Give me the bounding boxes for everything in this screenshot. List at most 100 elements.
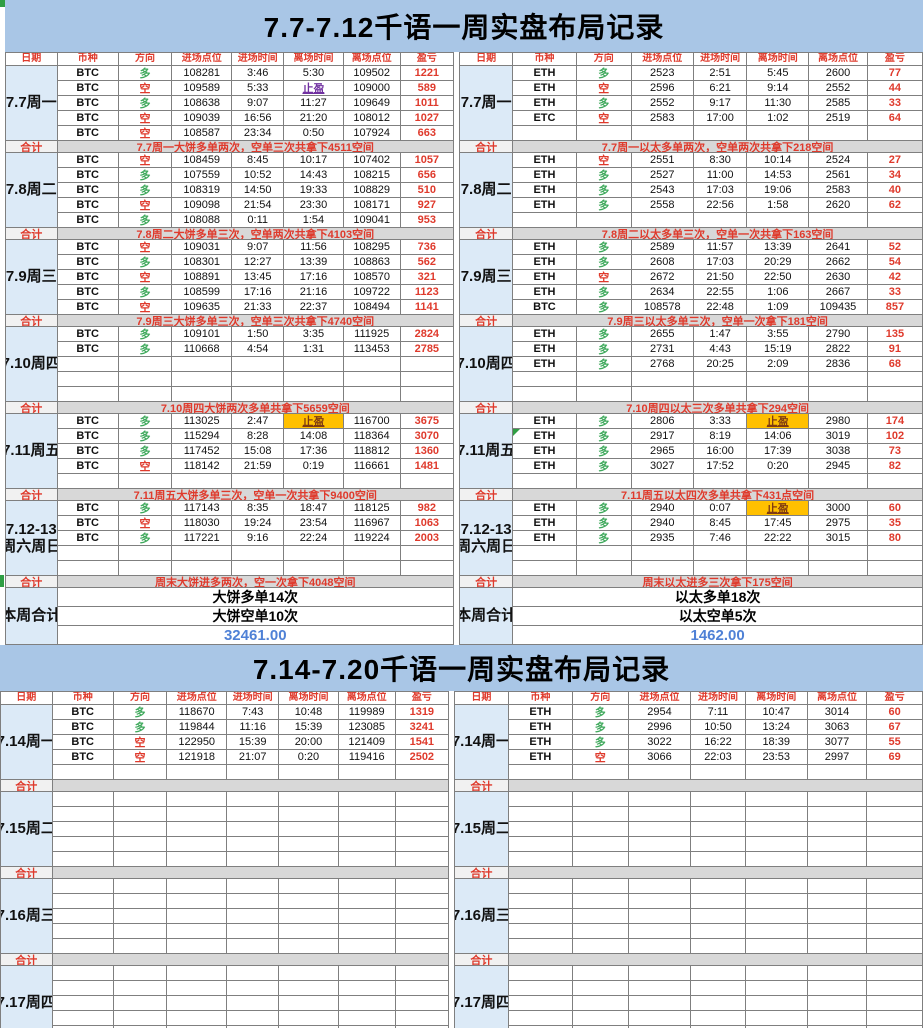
column-header[interactable]: 离场时间 bbox=[747, 53, 810, 66]
column-header[interactable]: 币种 bbox=[57, 53, 119, 66]
cell-entry-time[interactable]: 10:50 bbox=[691, 720, 746, 735]
cell-entry-time[interactable]: 20:25 bbox=[693, 357, 748, 372]
cell-coin[interactable]: BTC bbox=[57, 444, 119, 459]
cell-entry-time[interactable] bbox=[691, 1026, 746, 1028]
cell-entry-price[interactable]: 2608 bbox=[631, 255, 694, 270]
section-total-label[interactable]: 合计 bbox=[6, 576, 58, 588]
cell-entry-time[interactable] bbox=[232, 561, 285, 576]
cell-direction[interactable]: 空 bbox=[118, 126, 173, 141]
section-total-label[interactable]: 合计 bbox=[460, 576, 514, 588]
cell-direction[interactable]: 多 bbox=[576, 414, 632, 429]
column-header[interactable]: 进场点位 bbox=[631, 53, 694, 66]
cell-direction[interactable] bbox=[576, 372, 632, 387]
section-total-label[interactable]: 合计 bbox=[6, 315, 58, 327]
cell-exit-price[interactable]: 107402 bbox=[343, 153, 401, 168]
cell-exit-time[interactable]: 13:39 bbox=[284, 255, 344, 270]
cell-entry-price[interactable]: 117452 bbox=[172, 444, 233, 459]
cell-exit-price[interactable]: 3077 bbox=[807, 735, 868, 750]
cell-pnl[interactable]: 64 bbox=[867, 111, 923, 126]
cell-entry-time[interactable]: 21:59 bbox=[232, 459, 285, 474]
cell-direction[interactable]: 空 bbox=[576, 111, 632, 126]
column-header[interactable]: 方向 bbox=[572, 692, 629, 705]
cell-exit-price[interactable]: 2822 bbox=[809, 342, 868, 357]
cell-entry-price[interactable] bbox=[628, 807, 692, 822]
cell-entry-time[interactable] bbox=[693, 126, 748, 141]
cell-entry-price[interactable]: 109589 bbox=[172, 81, 233, 96]
cell-entry-time[interactable] bbox=[232, 546, 285, 561]
cell-entry-time[interactable]: 21:54 bbox=[232, 198, 285, 213]
cell-coin[interactable]: ETH bbox=[513, 357, 577, 372]
cell-coin[interactable]: BTC bbox=[57, 516, 119, 531]
cell-exit-price[interactable] bbox=[343, 357, 401, 372]
cell-coin[interactable] bbox=[508, 822, 573, 837]
cell-direction[interactable] bbox=[113, 939, 168, 954]
cell-exit-time[interactable]: 10:14 bbox=[747, 153, 810, 168]
cell-direction[interactable] bbox=[572, 996, 629, 1011]
cell-entry-price[interactable] bbox=[167, 981, 228, 996]
cell-exit-time[interactable]: 17:39 bbox=[747, 444, 810, 459]
cell-pnl[interactable]: 91 bbox=[867, 342, 923, 357]
cell-direction[interactable] bbox=[118, 372, 173, 387]
cell-pnl[interactable]: 62 bbox=[867, 198, 923, 213]
section-total-label[interactable]: 合计 bbox=[455, 867, 509, 879]
column-header[interactable]: 离场时间 bbox=[279, 692, 339, 705]
date-cell[interactable]: 7.16周三 bbox=[455, 879, 509, 954]
cell-exit-time[interactable]: 止盈 bbox=[747, 501, 810, 516]
cell-entry-time[interactable]: 7:46 bbox=[693, 531, 748, 546]
cell-pnl[interactable]: 54 bbox=[867, 255, 923, 270]
cell-exit-price[interactable] bbox=[343, 474, 401, 489]
cell-exit-time[interactable] bbox=[745, 1026, 808, 1028]
cell-exit-time[interactable] bbox=[747, 474, 810, 489]
cell-entry-price[interactable]: 2954 bbox=[628, 705, 692, 720]
section-total-label[interactable]: 合计 bbox=[1, 780, 53, 792]
cell-coin[interactable] bbox=[508, 981, 573, 996]
cell-entry-price[interactable] bbox=[628, 852, 692, 867]
cell-entry-time[interactable]: 10:52 bbox=[232, 168, 285, 183]
cell-entry-time[interactable]: 9:17 bbox=[693, 96, 748, 111]
cell-direction[interactable] bbox=[572, 981, 629, 996]
cell-exit-price[interactable] bbox=[807, 807, 868, 822]
cell-entry-time[interactable]: 22:56 bbox=[693, 198, 748, 213]
cell-exit-time[interactable]: 19:33 bbox=[284, 183, 344, 198]
cell-exit-price[interactable] bbox=[809, 126, 868, 141]
cell-pnl[interactable]: 857 bbox=[867, 300, 923, 315]
cell-exit-time[interactable]: 14:43 bbox=[284, 168, 344, 183]
cell-direction[interactable] bbox=[576, 387, 632, 402]
cell-coin[interactable] bbox=[513, 213, 577, 228]
cell-exit-price[interactable]: 116661 bbox=[343, 459, 401, 474]
cell-pnl[interactable]: 40 bbox=[867, 183, 923, 198]
cell-entry-price[interactable]: 2731 bbox=[631, 342, 694, 357]
cell-entry-price[interactable] bbox=[631, 561, 694, 576]
cell-entry-time[interactable] bbox=[691, 879, 746, 894]
cell-entry-price[interactable]: 118030 bbox=[172, 516, 233, 531]
cell-exit-price[interactable]: 109502 bbox=[343, 66, 401, 81]
cell-coin[interactable]: ETH bbox=[513, 96, 577, 111]
cell-entry-price[interactable] bbox=[172, 546, 233, 561]
cell-pnl[interactable]: 562 bbox=[400, 255, 454, 270]
section-summary[interactable]: 7.11周五以太四次多单共拿下431点空间 bbox=[513, 489, 923, 501]
cell-coin[interactable]: BTC bbox=[513, 300, 577, 315]
cell-exit-time[interactable]: 17:45 bbox=[747, 516, 810, 531]
cell-entry-time[interactable] bbox=[227, 1011, 280, 1026]
cell-entry-price[interactable]: 2551 bbox=[631, 153, 694, 168]
cell-exit-time[interactable] bbox=[279, 966, 339, 981]
cell-entry-time[interactable] bbox=[232, 474, 285, 489]
cell-exit-time[interactable] bbox=[745, 807, 808, 822]
cell-exit-price[interactable]: 108494 bbox=[343, 300, 401, 315]
cell-coin[interactable] bbox=[508, 879, 573, 894]
cell-entry-time[interactable] bbox=[693, 372, 748, 387]
cell-exit-price[interactable] bbox=[338, 852, 396, 867]
cell-entry-time[interactable] bbox=[227, 996, 280, 1011]
week-total-value[interactable]: 32461.00 bbox=[57, 626, 454, 645]
column-header[interactable]: 币种 bbox=[508, 692, 573, 705]
cell-exit-price[interactable]: 2662 bbox=[809, 255, 868, 270]
section-summary[interactable] bbox=[508, 867, 923, 879]
cell-exit-time[interactable] bbox=[745, 909, 808, 924]
cell-direction[interactable] bbox=[118, 387, 173, 402]
cell-entry-price[interactable]: 109031 bbox=[172, 240, 233, 255]
cell-direction[interactable]: 多 bbox=[118, 96, 173, 111]
section-total-label[interactable]: 合计 bbox=[6, 402, 58, 414]
cell-direction[interactable]: 空 bbox=[118, 111, 173, 126]
section-total-label[interactable]: 合计 bbox=[460, 141, 514, 153]
cell-coin[interactable]: ETH bbox=[513, 270, 577, 285]
